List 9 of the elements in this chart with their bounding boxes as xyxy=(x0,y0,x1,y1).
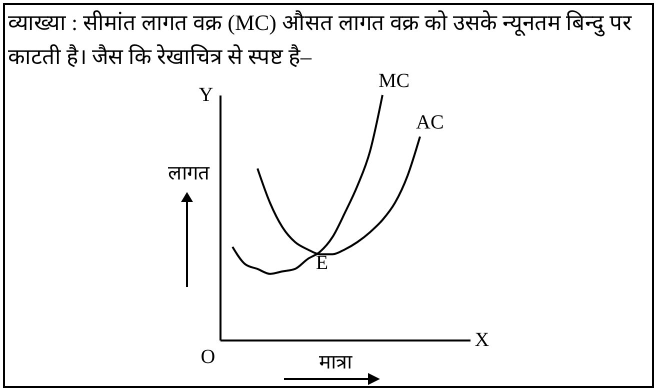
text: O xyxy=(200,346,216,368)
annotation: E xyxy=(316,252,328,274)
text: X xyxy=(474,329,490,351)
x-axis-title: मात्रा xyxy=(319,352,353,374)
y-axis-title: लागत xyxy=(168,162,210,184)
text: Y xyxy=(198,84,214,106)
series-label: MC xyxy=(378,70,410,92)
series-label: AC xyxy=(416,112,444,134)
chart-title: व्याख्या : सीमांत लागत वक्र (MC) औसत लागत वक्र को उसके न्यूनतम बिन्दु पर काटती है। जैस कि रेखाचित्र से स्पष्ट है– xyxy=(8,10,632,69)
